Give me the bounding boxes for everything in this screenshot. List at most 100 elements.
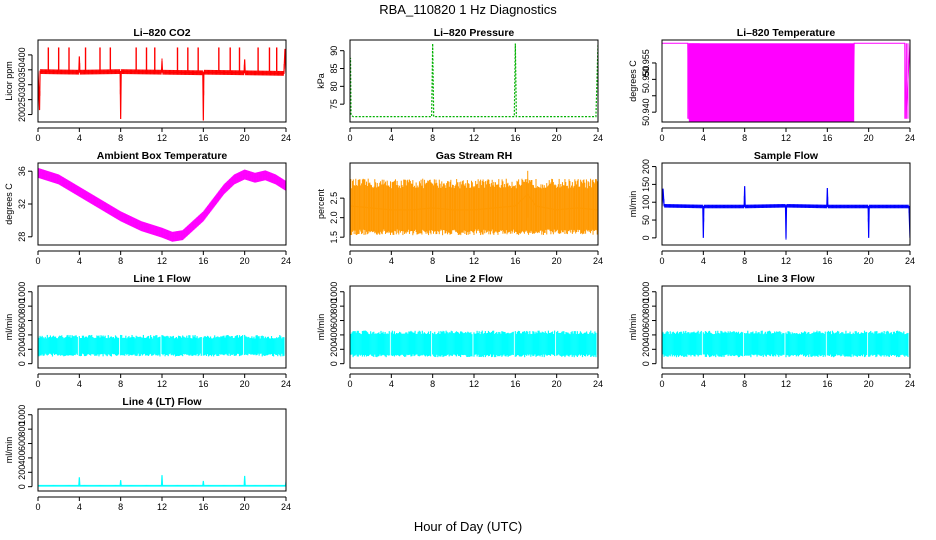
x-tick-label: 16 [198,256,208,266]
x-tick-label: 0 [35,502,40,512]
series-line [350,43,598,118]
x-tick-label: 20 [552,133,562,143]
x-tick-label: 20 [240,133,250,143]
x-tick-label: 12 [157,502,167,512]
plot-frame [661,285,911,369]
chart-title: Li–820 Temperature [737,27,836,39]
y-tick-label: 800 [17,299,27,314]
chart-panel: Li–820 CO2 0 4 8 12 16 20 24 200250300350400Lico… [4,27,291,143]
x-tick-label: 16 [510,256,520,266]
x-tick-label: 4 [77,133,82,143]
y-tick-label: 400 [329,327,339,342]
x-tick-label: 12 [469,256,479,266]
series-line [38,475,286,487]
x-tick-label: 0 [35,133,40,143]
x-tick-label: 8 [430,379,435,389]
y-tick-label: 28 [17,232,27,242]
y-tick-label: 50.955 [641,49,651,77]
x-tick-label: 0 [347,256,352,266]
series-fill [688,43,855,122]
chart-title: Line 3 Flow [757,273,815,285]
x-tick-label: 24 [905,133,915,143]
plot-frame [661,162,911,246]
y-tick-label: 32 [17,199,27,209]
figure-title: RBA_110820 1 Hz Diagnostics [379,2,557,17]
x-tick-label: 24 [905,379,915,389]
x-tick-label: 0 [35,379,40,389]
x-tick-label: 0 [35,256,40,266]
series-layer [662,330,910,358]
series-layer [38,47,286,121]
chart-panel: Li–820 Pressure 0 4 8 12 16 20 24 75 80 85 90 kPa [316,27,603,143]
x-tick-label: 20 [864,133,874,143]
y-tick-label: 300 [17,77,27,92]
x-tick-label: 12 [781,133,791,143]
y-tick-label: 200 [17,465,27,480]
figure-xlabel: Hour of Day (UTC) [414,519,522,534]
x-tick-label: 0 [659,379,664,389]
y-axis-label: percent [316,188,326,219]
series-layer [662,42,910,122]
x-tick-label: 8 [118,379,123,389]
y-tick-label: 1000 [329,282,339,302]
chart-title: Gas Stream RH [436,150,512,162]
series-line [350,193,598,211]
x-tick-label: 4 [389,133,394,143]
chart-title: Line 4 (LT) Flow [122,396,202,408]
x-tick-label: 24 [281,502,291,512]
plot-frame [37,162,287,246]
y-tick-label: 1000 [17,405,27,425]
y-axis-label: degrees C [4,183,14,225]
chart-title: Ambient Box Temperature [97,150,228,162]
x-tick-label: 4 [77,502,82,512]
plot-frame [37,408,287,492]
y-tick-label: 0 [17,484,27,489]
y-tick-label: 150 [641,177,651,192]
x-tick-label: 20 [240,502,250,512]
y-tick-label: 50.950 [641,66,651,94]
y-tick-label: 400 [17,327,27,342]
x-tick-label: 4 [77,379,82,389]
y-tick-label: 600 [641,313,651,328]
x-tick-label: 12 [157,256,167,266]
series-line [38,172,286,238]
y-tick-label: 50.940 [641,98,651,126]
y-axis-label: ml/min [4,437,14,464]
chart-panel: Ambient Box Temperature 0 4 8 12 16 20 24 28 32 36… [4,150,291,266]
x-tick-label: 8 [742,256,747,266]
chart-title: Li–820 Pressure [434,27,515,39]
x-tick-label: 8 [118,256,123,266]
y-tick-label: 36 [17,166,27,176]
plot-frame [349,285,599,369]
plot-frame [37,39,287,123]
x-tick-label: 16 [822,133,832,143]
y-tick-label: 600 [329,313,339,328]
chart-panel: Sample Flow 0 4 8 12 16 20 24 0 50 100 150 200 ml/min [628,150,915,266]
y-axis-label: ml/min [316,314,326,341]
y-tick-label: 400 [17,47,27,62]
x-tick-label: 4 [77,256,82,266]
y-tick-label: 0 [17,361,27,366]
x-tick-label: 24 [281,379,291,389]
y-axis-label: ml/min [4,314,14,341]
plot-frame [349,39,599,123]
x-tick-label: 24 [593,133,603,143]
y-tick-label: 600 [17,436,27,451]
y-tick-label: 0 [641,235,651,240]
y-tick-label: 200 [329,342,339,357]
x-tick-label: 8 [118,502,123,512]
x-tick-label: 16 [822,256,832,266]
x-tick-label: 12 [469,379,479,389]
y-axis-label: kPa [316,73,326,89]
series-layer [350,43,598,118]
y-tick-label: 85 [329,64,339,74]
x-tick-label: 16 [198,133,208,143]
y-tick-label: 75 [329,99,339,109]
x-tick-label: 12 [157,133,167,143]
x-tick-label: 12 [469,133,479,143]
y-tick-label: 800 [17,422,27,437]
y-tick-label: 800 [329,299,339,314]
x-tick-label: 0 [347,133,352,143]
